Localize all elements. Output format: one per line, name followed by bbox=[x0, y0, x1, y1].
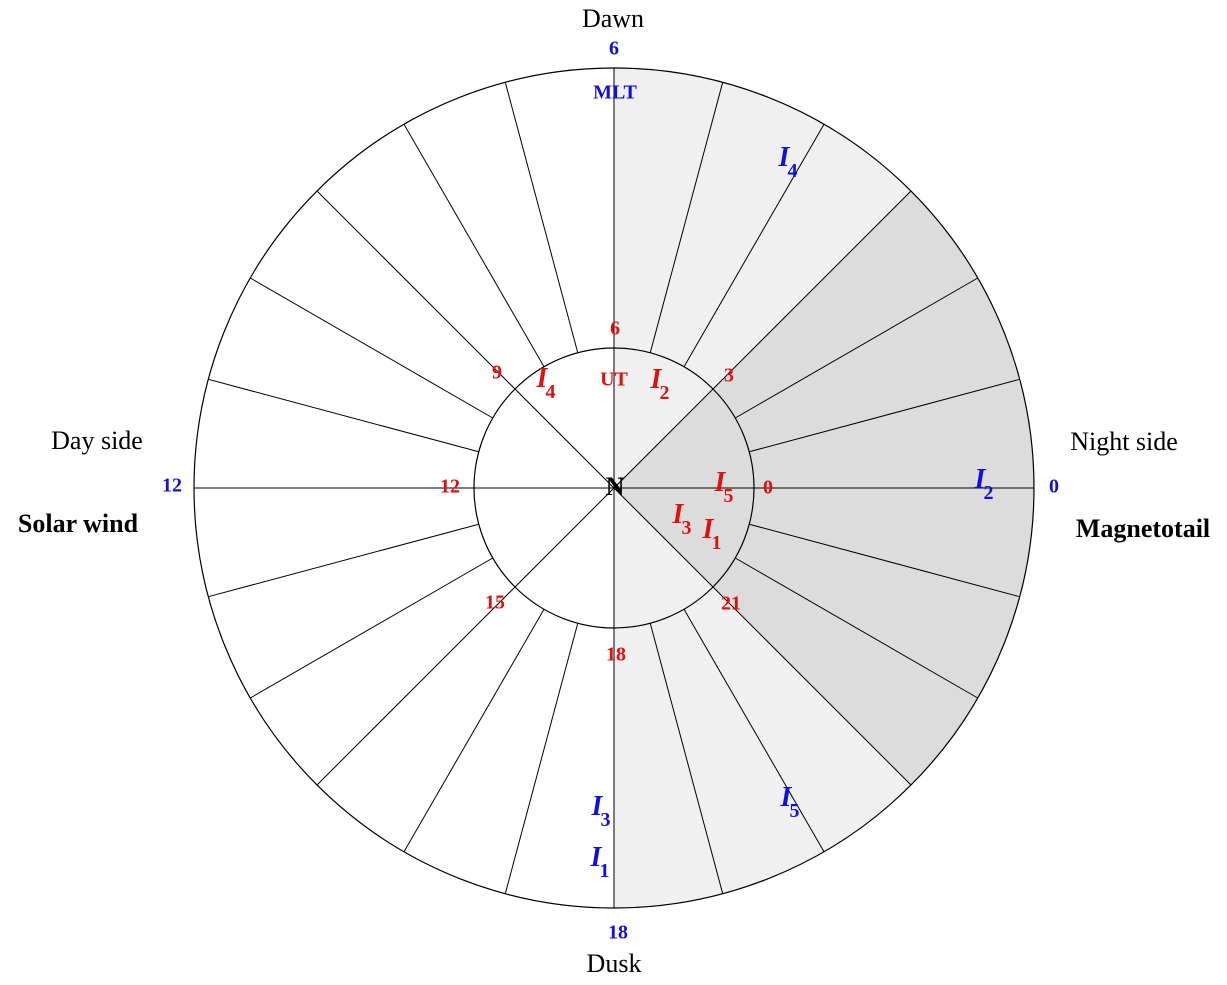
spoke bbox=[403, 608, 545, 852]
spoke bbox=[649, 623, 724, 894]
marker: I2 bbox=[974, 464, 994, 503]
solar-wind: Solar wind bbox=[18, 509, 139, 538]
spoke bbox=[749, 523, 1020, 598]
spoke bbox=[504, 82, 579, 353]
spoke bbox=[734, 277, 978, 419]
ut-tick: 0 bbox=[763, 477, 773, 499]
spoke bbox=[403, 124, 545, 368]
ut-tick: 21 bbox=[721, 593, 741, 615]
marker-index: 2 bbox=[659, 382, 669, 404]
marker-letter: I bbox=[672, 499, 685, 530]
ut-tick: 3 bbox=[724, 365, 734, 387]
marker-index: 4 bbox=[545, 381, 555, 403]
ut-tick: 6 bbox=[610, 318, 620, 340]
day-side: Day side bbox=[51, 426, 143, 455]
marker: I1 bbox=[590, 842, 610, 881]
marker-index: 5 bbox=[723, 485, 733, 507]
marker: I5 bbox=[714, 467, 734, 506]
marker: I1 bbox=[702, 514, 722, 553]
marker-index: 4 bbox=[787, 160, 797, 182]
marker-letter: I bbox=[974, 464, 987, 495]
ut-tick: 15 bbox=[485, 592, 505, 614]
marker: I3 bbox=[672, 499, 692, 538]
spoke bbox=[208, 523, 479, 598]
spoke bbox=[316, 487, 615, 786]
dial bbox=[193, 67, 1035, 909]
marker-index: 3 bbox=[681, 517, 691, 539]
spoke bbox=[683, 608, 825, 852]
mlt-tick: 18 bbox=[608, 922, 628, 944]
marker: I5 bbox=[780, 782, 800, 821]
marker-letter: I bbox=[778, 142, 791, 173]
ut-tick: 12 bbox=[440, 476, 460, 498]
spoke bbox=[613, 487, 912, 786]
mlt-tick: 0 bbox=[1049, 476, 1059, 498]
spoke bbox=[734, 557, 978, 699]
dusk: Dusk bbox=[587, 949, 642, 978]
spoke bbox=[504, 623, 579, 894]
spoke bbox=[613, 190, 912, 489]
marker-letter: I bbox=[590, 842, 603, 873]
center-n: N bbox=[606, 472, 625, 501]
ut-title: UT bbox=[600, 369, 628, 391]
marker-letter: I bbox=[591, 791, 604, 822]
marker: I2 bbox=[650, 364, 670, 403]
marker: I4 bbox=[536, 363, 556, 402]
spoke bbox=[749, 378, 1020, 453]
mlt-title: MLT bbox=[593, 82, 637, 104]
spoke bbox=[250, 557, 494, 699]
spoke bbox=[316, 190, 615, 489]
spoke bbox=[250, 277, 494, 419]
marker-letter: I bbox=[536, 363, 549, 394]
spoke bbox=[649, 82, 724, 353]
mlt-tick: 12 bbox=[162, 475, 182, 497]
marker-index: 1 bbox=[599, 860, 609, 882]
spoke bbox=[208, 378, 479, 453]
magnetotail: Magnetotail bbox=[1076, 514, 1210, 543]
ut-tick: 18 bbox=[606, 644, 626, 666]
ut-tick: 9 bbox=[492, 362, 502, 384]
marker-letter: I bbox=[780, 782, 793, 813]
marker-index: 3 bbox=[600, 809, 610, 831]
marker-letter: I bbox=[714, 467, 727, 498]
night-side: Night side bbox=[1070, 427, 1178, 456]
marker-index: 2 bbox=[983, 482, 993, 504]
mlt-tick: 6 bbox=[609, 38, 619, 60]
marker: I4 bbox=[778, 142, 798, 181]
marker-index: 5 bbox=[789, 800, 799, 822]
spoke bbox=[683, 124, 825, 368]
marker-letter: I bbox=[702, 514, 715, 545]
marker-index: 1 bbox=[711, 532, 721, 554]
marker-letter: I bbox=[650, 364, 663, 395]
dawn: Dawn bbox=[582, 4, 644, 33]
marker: I3 bbox=[591, 791, 611, 830]
